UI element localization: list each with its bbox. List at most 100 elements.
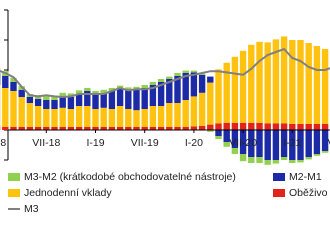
bar <box>174 127 181 130</box>
bar <box>108 127 116 130</box>
bar <box>207 82 214 125</box>
bar <box>239 130 247 154</box>
bar <box>166 79 173 103</box>
bar <box>141 85 148 88</box>
bar <box>313 130 321 154</box>
bar <box>141 88 148 109</box>
x-tick-label: I-21 <box>283 137 301 149</box>
bar <box>190 70 198 73</box>
bar <box>34 106 42 127</box>
bar <box>256 130 263 157</box>
legend-swatch <box>273 189 285 197</box>
bar <box>215 136 222 139</box>
bar <box>248 44 255 123</box>
bar <box>256 122 263 130</box>
bar <box>174 76 181 103</box>
bar <box>272 160 280 164</box>
bar <box>198 74 206 93</box>
bar <box>157 79 165 82</box>
bar <box>182 127 189 130</box>
bar <box>133 110 140 127</box>
bar <box>51 127 58 130</box>
legend-swatch <box>8 189 20 197</box>
bar <box>223 122 230 130</box>
bar <box>92 91 99 94</box>
bar <box>26 103 34 127</box>
bar <box>18 127 25 130</box>
bar <box>280 36 288 124</box>
bar <box>264 160 271 165</box>
bar <box>67 97 75 109</box>
bar <box>67 127 75 130</box>
bar <box>157 82 165 106</box>
bar <box>166 76 173 79</box>
bar <box>182 100 189 127</box>
bar <box>264 42 271 124</box>
bar <box>305 130 312 157</box>
bar <box>215 130 222 136</box>
bar <box>75 94 83 106</box>
bar <box>125 89 132 109</box>
bar <box>215 123 222 130</box>
bar <box>116 106 124 127</box>
x-tick-label: I-19 <box>86 137 104 149</box>
x-tick-label: I-20 <box>185 137 203 149</box>
bar <box>75 127 83 130</box>
legend-label: M3-M2 (krátkodobé obchodovatelné nástroj… <box>24 171 236 183</box>
bar <box>59 127 66 130</box>
bar <box>231 122 239 130</box>
bar <box>108 91 116 109</box>
bar <box>272 130 280 160</box>
bar <box>100 92 107 108</box>
bar <box>157 106 165 127</box>
bar <box>256 41 263 123</box>
bar <box>280 123 288 130</box>
bar <box>84 88 91 91</box>
bar <box>92 109 99 127</box>
bar <box>289 40 296 124</box>
bar <box>51 100 58 109</box>
bar <box>223 130 230 142</box>
bar <box>59 95 66 108</box>
bar <box>280 157 288 160</box>
bar <box>43 96 50 100</box>
legend-label: M3 <box>24 203 39 215</box>
bar <box>313 154 321 156</box>
bar <box>272 123 280 130</box>
bar <box>207 124 214 130</box>
bar <box>100 127 107 130</box>
bar <box>297 124 304 130</box>
bar <box>174 73 181 76</box>
bar <box>264 130 271 160</box>
bar <box>2 127 9 130</box>
bar <box>231 56 239 123</box>
bar <box>26 127 34 130</box>
bar <box>149 82 157 85</box>
legend-swatch <box>8 173 20 181</box>
bar <box>264 123 271 130</box>
bar <box>239 122 247 130</box>
bar <box>313 46 321 124</box>
bar <box>182 73 189 100</box>
bar <box>149 106 157 127</box>
bar <box>149 85 157 106</box>
x-tick-label: VII-18 <box>32 137 60 149</box>
bar <box>166 127 173 130</box>
bar <box>133 127 140 130</box>
bar <box>190 126 198 130</box>
bar <box>321 124 329 130</box>
bar <box>26 97 34 103</box>
bar <box>190 96 198 127</box>
bar <box>174 103 181 127</box>
bar <box>182 70 189 73</box>
bar <box>34 98 42 106</box>
x-tick-label: VII-21 <box>327 137 330 149</box>
bar <box>133 86 140 90</box>
bar <box>59 107 66 127</box>
legend-label: M2-M1 <box>289 171 322 183</box>
bar <box>207 76 214 83</box>
legend-label: Oběživo <box>289 187 328 199</box>
bar <box>198 73 206 75</box>
